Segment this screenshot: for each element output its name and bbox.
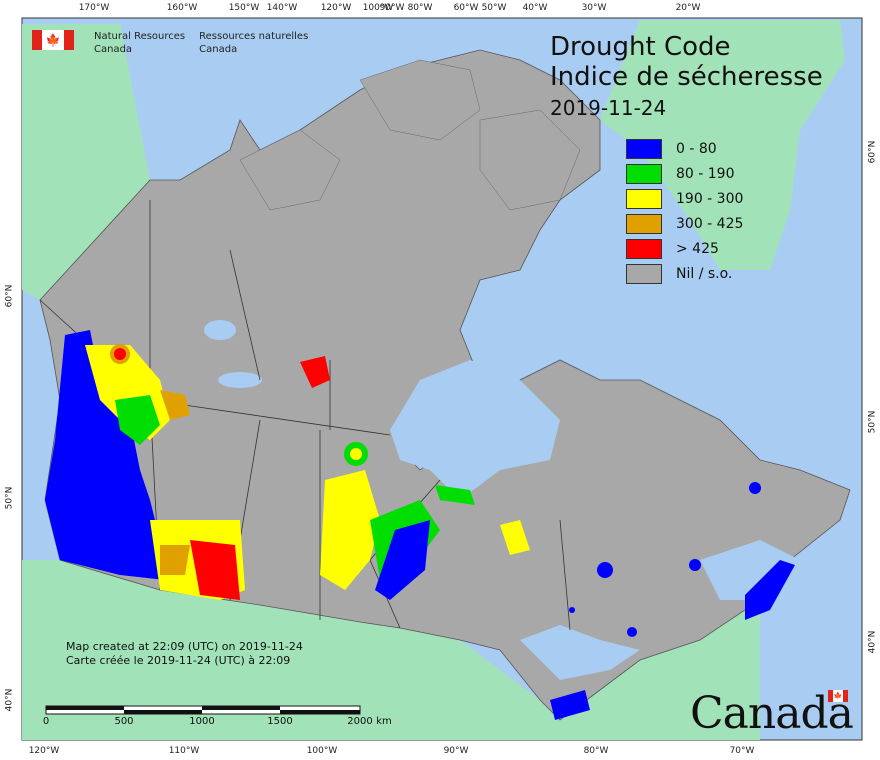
agency-name-fr: Ressources naturelles Canada xyxy=(199,30,308,56)
region-300-425 xyxy=(160,390,190,420)
legend-swatch xyxy=(626,213,662,234)
region-300-425 xyxy=(160,545,190,575)
agency-en-line1: Natural Resources xyxy=(94,31,186,42)
tick-top: 20°W xyxy=(675,3,701,13)
region-80-190 xyxy=(435,485,475,505)
arctic-island xyxy=(479,109,581,211)
legend-item: 80 - 190 xyxy=(626,161,743,186)
legend-item: 0 - 80 xyxy=(626,136,743,161)
tick-right: 50°N xyxy=(867,410,878,434)
credit-fr: Carte créée le 2019-11-24 (UTC) à 22:09 xyxy=(66,654,291,667)
tick-left: 60°N xyxy=(4,284,15,308)
agency-name-en: Natural Resources Canada xyxy=(94,30,185,56)
legend-item: 190 - 300 xyxy=(626,186,743,211)
tick-top: 90°W xyxy=(379,3,405,13)
hudson-bay xyxy=(390,360,560,500)
region-0-80 xyxy=(375,520,430,600)
arctic-island xyxy=(359,59,481,141)
tick-bottom: 70°W xyxy=(729,746,755,756)
region-0-80 xyxy=(749,482,761,494)
legend-swatch xyxy=(626,263,662,284)
tick-bottom: 120°W xyxy=(28,746,60,756)
region-above-425 xyxy=(114,348,126,360)
region-80-190 xyxy=(115,395,160,445)
region-0-80 xyxy=(689,559,701,571)
great-lakes xyxy=(520,625,640,680)
arctic-island xyxy=(239,129,341,211)
canada-wordmark-flag-icon: 🍁 xyxy=(828,690,848,702)
legend-item: 300 - 425 xyxy=(626,211,743,236)
legend-label: 300 - 425 xyxy=(676,215,744,232)
region-0-80 xyxy=(597,562,613,578)
legend-label: 0 - 80 xyxy=(676,140,717,157)
scale-label: 1000 xyxy=(189,716,215,727)
agency-signature: 🍁 Natural Resources Canada Ressources na… xyxy=(32,30,308,56)
credit-en: Map created at 22:09 (UTC) on 2019-11-24 xyxy=(66,640,303,653)
scalebar-graphic xyxy=(45,705,361,715)
tick-top: 50°W xyxy=(481,3,507,13)
legend-swatch xyxy=(626,238,662,259)
map-credits: Map created at 22:09 (UTC) on 2019-11-24… xyxy=(66,640,303,668)
region-0-80 xyxy=(569,607,575,613)
legend: 0 - 80 80 - 190 190 - 300 300 - 425 > 42… xyxy=(626,136,743,286)
scalebar: 0 500 1000 1500 2000 km xyxy=(42,704,392,728)
tick-top: 140°W xyxy=(266,3,298,13)
tick-bottom: 80°W xyxy=(583,746,609,756)
tick-top: 170°W xyxy=(78,3,110,13)
region-0-80 xyxy=(45,330,165,580)
canada-wordmark: Canada xyxy=(690,688,854,739)
region-190-300 xyxy=(350,448,362,460)
agency-fr-line1: Ressources naturelles xyxy=(199,31,309,42)
map-title: Drought Code Indice de sécheresse 2019-1… xyxy=(550,32,823,122)
tick-right: 60°N xyxy=(867,140,878,164)
scale-label: 500 xyxy=(114,716,134,727)
tick-top: 160°W xyxy=(166,3,198,13)
tick-top: 40°W xyxy=(522,3,548,13)
tick-bottom: 110°W xyxy=(168,746,200,756)
scale-label: 2000 xyxy=(347,716,373,727)
region-0-80 xyxy=(627,627,637,637)
legend-swatch xyxy=(626,188,662,209)
alaska-landmass xyxy=(22,24,150,300)
tick-top: 30°W xyxy=(581,3,607,13)
agency-en-line2: Canada xyxy=(94,44,133,55)
tick-top: 120°W xyxy=(320,3,352,13)
greenland-landmass xyxy=(600,20,845,270)
legend-swatch xyxy=(626,163,662,184)
legend-item: Nil / s.o. xyxy=(626,261,743,286)
legend-label: Nil / s.o. xyxy=(676,265,733,282)
canada-flag-icon: 🍁 xyxy=(32,30,74,50)
tick-bottom: 90°W xyxy=(443,746,469,756)
tick-bottom: 100°W xyxy=(306,746,338,756)
region-190-300 xyxy=(320,470,380,590)
great-slave-lake xyxy=(218,372,262,388)
agency-fr-line2: Canada xyxy=(199,44,238,55)
legend-label: 190 - 300 xyxy=(676,190,744,207)
scale-label: 0 xyxy=(42,716,50,727)
legend-item: > 425 xyxy=(626,236,743,261)
region-above-425 xyxy=(300,356,330,388)
title-french: Indice de sécheresse xyxy=(550,62,823,92)
tick-right: 40°N xyxy=(867,630,878,654)
region-0-80 xyxy=(745,560,795,620)
legend-label: > 425 xyxy=(676,240,719,257)
tick-top: 80°W xyxy=(407,3,433,13)
region-above-425 xyxy=(190,540,240,600)
legend-label: 80 - 190 xyxy=(676,165,735,182)
tick-top: 60°W xyxy=(453,3,479,13)
great-bear-lake xyxy=(204,320,236,340)
region-190-300 xyxy=(500,520,530,555)
title-english: Drought Code xyxy=(550,32,731,62)
title-date: 2019-11-24 xyxy=(550,96,667,120)
tick-top: 100°W xyxy=(362,3,394,13)
region-0-80 xyxy=(550,690,590,720)
scale-label: km xyxy=(376,716,392,727)
tick-left: 50°N xyxy=(4,486,15,510)
tick-top: 150°W xyxy=(228,3,260,13)
scale-label: 1500 xyxy=(267,716,293,727)
legend-swatch xyxy=(626,138,662,159)
tick-left: 40°N xyxy=(4,688,15,712)
